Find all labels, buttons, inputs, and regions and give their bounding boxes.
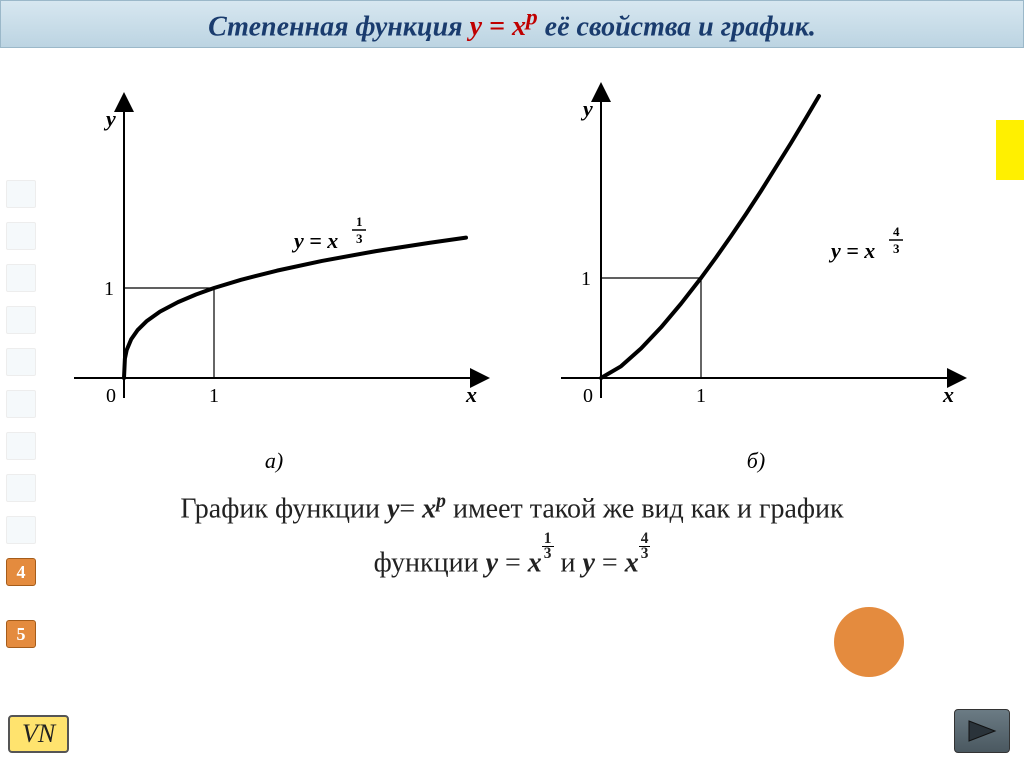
- title-formula: y = xp: [470, 11, 545, 42]
- svg-text:1: 1: [209, 385, 219, 407]
- next-button[interactable]: [954, 709, 1010, 753]
- svg-text:x: x: [942, 382, 954, 407]
- svg-text:0: 0: [583, 385, 593, 407]
- side-nav-placeholder: [6, 264, 36, 292]
- title-suffix: её свойства и график.: [545, 11, 816, 42]
- chart-a-svg: y x 0 1 1 y = x 1 3 а): [54, 78, 494, 478]
- side-nav-placeholder: [6, 432, 36, 460]
- chart-b-svg: y x 0 1 1 y = x 4 3 б): [541, 78, 971, 478]
- svg-text:4: 4: [893, 224, 900, 239]
- chart-a: y x 0 1 1 y = x 1 3 а): [54, 78, 494, 478]
- side-nav: 4 5: [6, 180, 36, 648]
- svg-text:y: y: [580, 96, 593, 121]
- side-nav-4[interactable]: 4: [6, 558, 36, 586]
- side-nav-5[interactable]: 5: [6, 620, 36, 648]
- vn-badge: VN: [8, 715, 69, 753]
- title-prefix: Степенная функция: [208, 11, 469, 42]
- side-nav-placeholder: [6, 348, 36, 376]
- side-nav-placeholder: [6, 222, 36, 250]
- side-nav-placeholder: [6, 516, 36, 544]
- svg-text:y: y: [103, 106, 116, 131]
- svg-text:3: 3: [356, 231, 363, 246]
- chart-b: y x 0 1 1 y = x 4 3 б): [541, 78, 971, 478]
- next-arrow-icon: [967, 719, 997, 743]
- slide-title: Степенная функция y = xp её свойства и г…: [0, 0, 1024, 48]
- side-nav-placeholder: [6, 180, 36, 208]
- side-nav-placeholder: [6, 390, 36, 418]
- svg-text:y = x: y = x: [291, 228, 338, 253]
- svg-text:б): б): [746, 448, 764, 473]
- svg-text:1: 1: [696, 385, 706, 407]
- svg-text:x: x: [465, 382, 477, 407]
- body-text: График функции y= xp имеет такой же вид …: [0, 486, 1024, 587]
- side-nav-placeholder: [6, 306, 36, 334]
- svg-text:1: 1: [356, 214, 363, 229]
- svg-text:1: 1: [104, 278, 114, 300]
- exp-1-3: 13: [542, 532, 554, 561]
- charts-row: y x 0 1 1 y = x 1 3 а) y x 0 1 1 y = x 4 3 б): [0, 78, 1024, 478]
- svg-text:0: 0: [106, 385, 116, 407]
- exp-4-3: 43: [639, 532, 651, 561]
- svg-text:а): а): [264, 448, 282, 473]
- svg-text:3: 3: [893, 241, 900, 256]
- side-nav-placeholder: [6, 474, 36, 502]
- accent-circle: [834, 607, 904, 677]
- svg-text:1: 1: [581, 268, 591, 290]
- svg-text:y = x: y = x: [828, 238, 875, 263]
- decorative-strip: [996, 120, 1024, 180]
